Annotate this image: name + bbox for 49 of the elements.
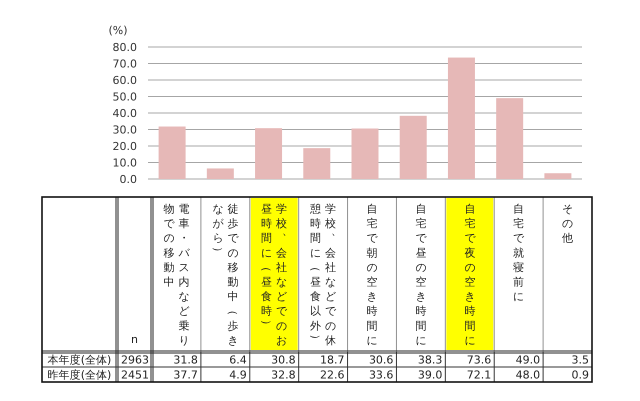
y-tick-label: 70.0	[112, 57, 137, 70]
text: 2963	[121, 353, 149, 366]
text: 39.0	[418, 368, 442, 382]
text: 6.4	[229, 353, 247, 366]
text: 4.9	[229, 368, 247, 382]
text: 72.1	[466, 368, 492, 382]
bar	[544, 173, 572, 179]
bar	[255, 128, 282, 179]
bar	[448, 58, 475, 179]
bar	[303, 148, 330, 179]
y-tick-label: 10.0	[112, 156, 137, 170]
y-axis-title: (%)	[108, 24, 128, 37]
bar	[496, 98, 524, 179]
text: 0.9	[572, 368, 589, 382]
text: 昨年度(全体)	[48, 368, 112, 382]
text: n	[131, 333, 138, 346]
x-tick-label: 自宅で就寝前に	[513, 202, 526, 304]
text: 22.6	[320, 368, 345, 382]
bar	[400, 116, 427, 179]
text: 37.7	[173, 368, 198, 382]
category-label: 電車・バス内など乗り物での移動中	[163, 202, 190, 347]
y-tick-label: 20.0	[112, 140, 137, 153]
text: 30.6	[368, 353, 394, 366]
text: 38.3	[418, 353, 442, 366]
text: 30.8	[271, 353, 296, 366]
y-tick-label: 80.0	[112, 40, 137, 54]
text: 3.5	[572, 353, 589, 366]
y-tick-label: 60.0	[112, 74, 137, 87]
y-tick-label: 40.0	[112, 106, 137, 120]
category-label: 自宅で昼の空き時間に	[415, 202, 426, 347]
text: 48.0	[516, 368, 540, 382]
bar	[352, 128, 378, 179]
text: 73.6	[466, 353, 492, 366]
text: 18.7	[320, 353, 345, 366]
text: 32.8	[271, 368, 296, 382]
text: 31.8	[173, 353, 198, 366]
text: 本年度(全体)	[48, 353, 112, 366]
y-tick-label: 50.0	[112, 90, 137, 104]
y-tick-label: 30.0	[112, 123, 137, 136]
category-label: 自宅で朝の空き時間に	[366, 202, 378, 347]
category-label: 徒歩での移動中（歩きながら）	[211, 202, 240, 347]
bar	[206, 168, 234, 179]
text: 33.6	[368, 368, 394, 382]
x-tick-label: その他	[562, 202, 574, 245]
text: 49.0	[516, 353, 540, 366]
bar	[158, 126, 186, 179]
y-tick-label: 0.0	[120, 172, 137, 186]
text: 2451	[121, 368, 149, 382]
category-label: 自宅で夜の空き時間に	[464, 202, 476, 347]
